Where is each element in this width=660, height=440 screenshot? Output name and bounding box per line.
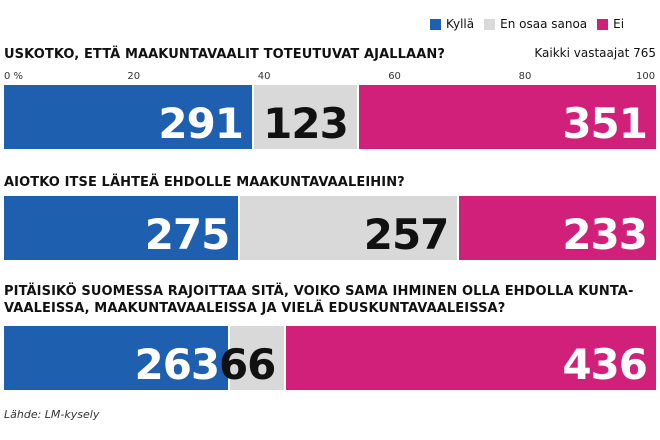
legend-swatch (430, 18, 441, 30)
bar-row-3: 263 66 436 (4, 326, 656, 390)
bar-segment-en-osaa-sanoa: 123 (252, 85, 357, 149)
bar-segment-kylla: 291 (4, 85, 253, 149)
data-label: 436 (562, 340, 648, 389)
data-label: 123 (263, 99, 349, 148)
x-tick-label: 20 (127, 71, 141, 82)
data-label: 351 (562, 99, 648, 148)
question-1-title: USKOTKO, ETTÄ MAAKUNTAVAALIT TOTEUTUVAT … (4, 47, 445, 62)
bar-segment-en-osaa-sanoa: 257 (238, 196, 458, 260)
legend-item-3: Ei (597, 17, 624, 31)
x-tick-label: 80 (518, 71, 532, 82)
data-label: 233 (562, 210, 648, 259)
bar-row-1: 291 123 351 (4, 85, 656, 149)
bar-segment-en-osaa-sanoa: 66 (219, 326, 285, 390)
data-label: 257 (363, 210, 450, 259)
data-label: 66 (218, 340, 276, 389)
legend-label: En osaa sanoa (500, 17, 588, 31)
source-note: Lähde: LM-kysely (4, 408, 100, 421)
legend: Kyllä En osaa sanoa Ei (430, 17, 634, 31)
x-tick-label: 60 (388, 71, 401, 82)
data-label: 263 (134, 340, 220, 389)
bar-segment-ei: 233 (457, 196, 656, 260)
question-3-title: PITÄISIKÖ SUOMESSA RAJOITTAA SITÄ, VOIKO… (4, 284, 634, 316)
legend-swatch (597, 18, 609, 30)
bar-row-2: 275 257 233 (4, 196, 656, 260)
legend-item-2: En osaa sanoa (484, 17, 587, 31)
legend-swatch (484, 18, 496, 30)
bar-segment-ei: 436 (284, 326, 656, 390)
bar-segment-ei: 351 (356, 85, 656, 149)
x-tick-label: 0 % (4, 71, 24, 82)
x-tick-label: 40 (257, 71, 271, 82)
legend-item-1: Kyllä (430, 17, 474, 31)
data-label: 291 (158, 99, 244, 148)
respondents-label: Kaikki vastaajat 765 (534, 46, 656, 60)
legend-label: Kyllä (446, 17, 475, 31)
question-2-title: AIOTKO ITSE LÄHTEÄ EHDOLLE MAAKUNTAVAALE… (4, 175, 405, 190)
bar-segment-kylla: 263 (4, 326, 229, 390)
data-label: 275 (144, 210, 231, 259)
legend-label: Ei (613, 17, 625, 31)
bar-segment-kylla: 275 (4, 196, 239, 260)
x-tick-label: 100 (636, 71, 656, 82)
